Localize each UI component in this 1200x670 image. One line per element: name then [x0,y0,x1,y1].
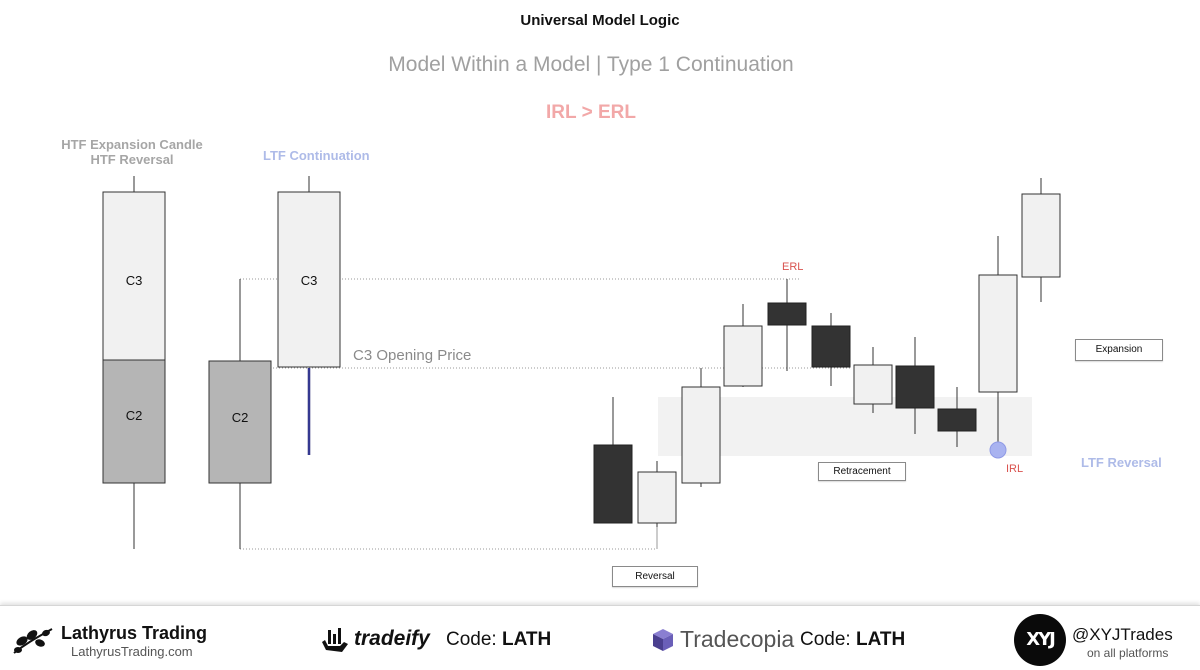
footer-bar: Lathyrus Trading LathyrusTrading.com tra… [0,605,1200,670]
htf-c2-body [102,359,166,484]
erl-label: ERL [782,261,804,273]
seq-candle-3-body [681,386,721,484]
brand-url[interactable]: LathyrusTrading.com [71,644,193,659]
htf-c3-label: C3 [125,273,143,288]
tradeify-wordmark: tradeify [354,627,430,650]
ltf-candle-sequence [593,178,1061,527]
seq-candle-11-body [1021,193,1061,278]
htf-label: HTF Expansion Candle HTF Reversal [40,137,224,167]
social-handle-sub: on all platforms [1087,646,1169,660]
seq-candle-2-body [637,471,677,524]
tradeify-code-prefix: Code: [446,629,497,650]
irl-marker-dot [989,441,1007,459]
htf-c3-body [102,191,166,361]
tradecopia-code-value: LATH [855,629,906,650]
seq-candle-8-body [895,365,935,409]
tradecopia-code-prefix: Code: [800,629,851,650]
seq-candle-5-body [767,302,807,326]
social-handle[interactable]: @XYJTrades [1072,625,1173,644]
ltf-c2-label: C2 [231,410,249,425]
diagram-title: Universal Model Logic [520,12,680,29]
lathyrus-flower-icon [13,628,53,654]
diagram-subtitle: Model Within a Model | Type 1 Continuati… [388,53,794,76]
tradeify-code-value: LATH [501,629,552,650]
tradeify-hand-icon [322,628,348,652]
model-tag: IRL > ERL [546,102,636,123]
xyj-logo[interactable]: XYJ [1014,614,1066,666]
ltf-reversal-label: LTF Reversal [1081,455,1162,470]
seq-candle-1-body [593,444,633,524]
seq-candle-7-body [853,364,893,405]
irl-label: IRL [1006,463,1024,475]
htf-c2-label: C2 [125,408,143,423]
tradeify-code: Code: LATH [446,629,551,651]
retracement-label-box: Retracement [818,462,906,481]
htf-label-line1: HTF Expansion Candle [61,137,203,152]
tradecopia-code: Code: LATH [800,629,905,651]
seq-candle-9-body [937,408,977,432]
c3-opening-price-label: C3 Opening Price [353,347,472,364]
seq-candle-4-body [723,325,763,387]
brand-name: Lathyrus Trading [61,623,208,643]
tradecopia-wordmark: Tradecopia [680,626,795,652]
ltf-continuation-label: LTF Continuation [263,148,370,163]
ltf-c3-body [277,191,341,368]
seq-candle-6-body [811,325,851,368]
tradecopia-cube-icon [653,629,673,651]
ltf-c3-label: C3 [300,273,318,288]
expansion-label-box: Expansion [1075,339,1163,361]
ltf-c2-body [208,360,272,484]
xyj-logo-text: XYJ [1026,629,1056,650]
htf-label-line2: HTF Reversal [90,152,174,167]
seq-candle-10-body [978,274,1018,393]
reversal-label-box: Reversal [612,566,698,587]
candlestick-diagram [102,176,1061,550]
